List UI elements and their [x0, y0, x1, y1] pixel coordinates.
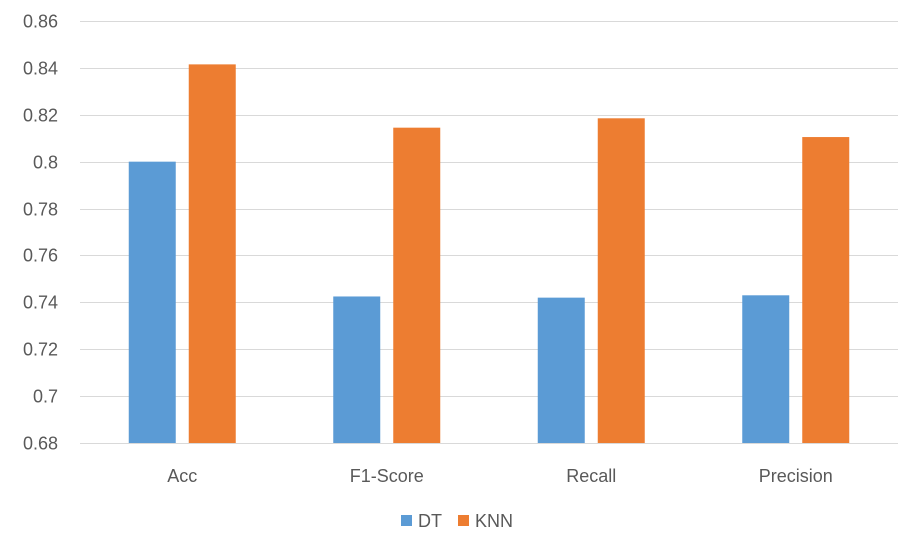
y-tick-label: 0.74 — [23, 293, 58, 313]
bar-knn-precision — [802, 137, 850, 444]
y-tick-label: 0.72 — [23, 340, 58, 360]
y-tick-label: 0.86 — [23, 12, 58, 32]
y-tick-label: 0.82 — [23, 106, 58, 126]
y-tick-label: 0.68 — [23, 434, 58, 454]
bars — [128, 64, 850, 444]
x-tick-label: F1-Score — [350, 466, 424, 486]
x-tick-label: Acc — [167, 466, 197, 486]
y-tick-label: 0.8 — [33, 153, 58, 173]
legend-label-dt: DT — [418, 511, 442, 531]
x-axis-tick-labels: Acc F1-Score Recall Precision — [167, 466, 833, 486]
legend-label-knn: KNN — [475, 511, 513, 531]
y-tick-label: 0.84 — [23, 59, 58, 79]
bar-knn-f1-score — [393, 127, 441, 443]
legend: DT KNN — [401, 511, 513, 531]
legend-swatch-dt — [401, 515, 412, 526]
bar-knn-recall — [597, 118, 645, 444]
y-tick-label: 0.7 — [33, 387, 58, 407]
x-tick-label: Recall — [566, 466, 616, 486]
bar-dt-acc — [128, 161, 176, 443]
bar-dt-recall — [537, 297, 585, 443]
bar-dt-precision — [742, 295, 790, 443]
x-tick-label: Precision — [759, 466, 833, 486]
y-axis-tick-labels: 0.68 0.7 0.72 0.74 0.76 0.78 0.8 0.82 0.84 0.86 — [23, 12, 58, 454]
y-tick-label: 0.76 — [23, 246, 58, 266]
bar-dt-f1-score — [333, 296, 381, 443]
bar-knn-acc — [188, 64, 236, 443]
legend-swatch-knn — [458, 515, 469, 526]
y-tick-label: 0.78 — [23, 200, 58, 220]
